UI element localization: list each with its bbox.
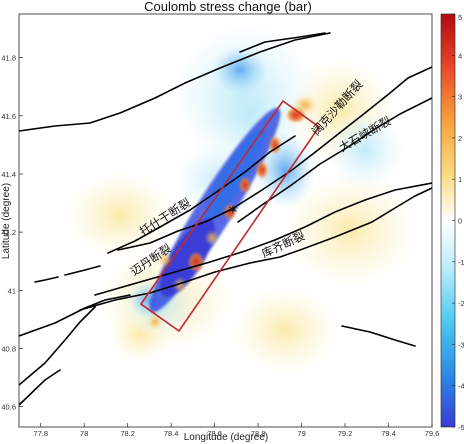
plot-area: ✶ 托什干断裂 阔克沙勒断裂 大石峡断裂 迈丹断裂 库齐断裂 77.8 78 78.… (1, 13, 439, 438)
colorbar-tick-label: 5 (458, 13, 462, 22)
colorbar-ticks: 5 4 3 2 1 0 -1 -2 -3 -4 -5 (452, 13, 464, 432)
stress-field: ✶ (19, 20, 432, 406)
rupture-positive-lobes (147, 95, 317, 330)
y-tick-label: 41.2 (1, 228, 16, 237)
x-axis-label: Longitude (degree) (184, 432, 269, 443)
rupture-stress-core (149, 107, 281, 313)
rupture-box (139, 99, 321, 333)
epicenter-star-icon: ✶ (228, 202, 239, 217)
y-tick-label: 40.6 (1, 403, 16, 412)
x-tick-label: 79.2 (338, 429, 353, 438)
colorbar-tick-label: 0 (458, 217, 462, 226)
y-tick-label: 41 (8, 286, 16, 295)
colorbar-tick-label: -5 (458, 423, 464, 432)
fault-lines (19, 32, 432, 406)
colorbar-tick-label: 1 (458, 175, 462, 184)
x-tick-label: 78.2 (120, 429, 135, 438)
colorbar-tick-label: -1 (458, 258, 464, 267)
x-tick-label: 79.4 (381, 429, 396, 438)
figure-title: Coulomb stress change (bar) (144, 0, 312, 14)
colorbar-tick-label: 4 (458, 51, 462, 60)
colorbar-tick-label: 3 (458, 93, 462, 102)
colorbar-tick-label: -2 (458, 299, 464, 308)
x-tick-label: 78.6 (207, 429, 222, 438)
colorbar: 5 4 3 2 1 0 -1 -2 -3 -4 -5 (440, 13, 464, 432)
y-tick-label: 41.8 (1, 54, 16, 63)
x-tick-label: 77.8 (33, 429, 48, 438)
y-tick-label: 41.6 (1, 112, 16, 121)
y-axis-label: Latitude (degree) (1, 183, 12, 259)
x-tick-label: 78.4 (164, 429, 179, 438)
y-axis-ticks: 41.8 41.6 41.4 41.2 41 40.8 40.6 (1, 54, 23, 412)
x-tick-label: 78.8 (251, 429, 266, 438)
x-tick-label: 79.6 (425, 429, 440, 438)
colorbar-tick-label: -4 (458, 382, 464, 391)
x-axis-ticks: 77.8 78 78.2 78.4 78.6 78.8 79 79.2 79.4 79.6 (33, 423, 439, 438)
x-tick-label: 79 (297, 429, 305, 438)
y-tick-label: 40.8 (1, 344, 16, 353)
x-tick-label: 78 (80, 429, 88, 438)
colorbar-tick-label: -3 (458, 340, 464, 349)
colorbar-tick-label: 2 (458, 134, 462, 143)
y-tick-label: 41.4 (1, 170, 16, 179)
